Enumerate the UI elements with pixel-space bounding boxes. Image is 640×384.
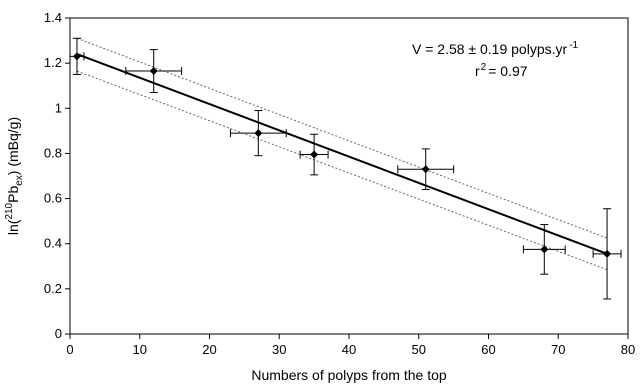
velocity-annotation: V = 2.58 ± 0.19 polyps.yr -1 bbox=[412, 40, 579, 57]
y-tick-label: 0 bbox=[55, 326, 62, 341]
data-point-group bbox=[522, 224, 566, 275]
y-axis-title: ln(210Pbex) (mBq/g) bbox=[4, 117, 25, 235]
r2-annotation: r2 = 0.97 bbox=[475, 62, 528, 79]
y-tick-label: 0.4 bbox=[44, 236, 62, 251]
regression-line bbox=[76, 53, 608, 255]
x-tick-label: 10 bbox=[133, 342, 147, 357]
data-point-marker bbox=[540, 245, 549, 254]
data-point-marker bbox=[72, 52, 81, 61]
y-tick-label: 1 bbox=[55, 100, 62, 115]
data-points bbox=[69, 37, 622, 300]
data-point-group bbox=[592, 208, 622, 300]
y-tick-label: 0.2 bbox=[44, 281, 62, 296]
y-tick-label: 0.6 bbox=[44, 191, 62, 206]
data-point-marker bbox=[421, 165, 430, 174]
data-point-marker bbox=[149, 67, 158, 76]
x-tick-label: 0 bbox=[66, 342, 73, 357]
data-point-marker bbox=[310, 150, 319, 159]
data-point-group bbox=[229, 110, 287, 157]
x-tick-label: 60 bbox=[481, 342, 495, 357]
data-point-marker bbox=[254, 129, 263, 138]
data-point-group bbox=[299, 133, 329, 176]
data-point-group bbox=[125, 49, 183, 93]
x-tick-label: 50 bbox=[412, 342, 426, 357]
y-tick-label: 0.8 bbox=[44, 145, 62, 160]
axes: 0 10 20 30 40 50 60 70 80 0 0.2 0.4 0.6 0.8 1 1.2 1.4 bbox=[44, 10, 635, 357]
x-tick-label: 20 bbox=[202, 342, 216, 357]
x-tick-label: 40 bbox=[342, 342, 356, 357]
confidence-upper-line bbox=[76, 37, 608, 239]
x-tick-label: 80 bbox=[621, 342, 635, 357]
data-point-group bbox=[397, 148, 455, 191]
fit-line-group bbox=[76, 53, 608, 255]
data-point-marker bbox=[603, 249, 612, 258]
y-tick-label: 1.4 bbox=[44, 10, 62, 25]
x-tick-label: 30 bbox=[272, 342, 286, 357]
data-point-group bbox=[69, 37, 85, 75]
x-axis-title: Numbers of polyps from the top bbox=[251, 367, 447, 383]
confidence-bands bbox=[76, 37, 608, 271]
confidence-lower-line bbox=[76, 70, 608, 271]
x-tick-label: 70 bbox=[551, 342, 565, 357]
y-tick-label: 1.2 bbox=[44, 55, 62, 70]
